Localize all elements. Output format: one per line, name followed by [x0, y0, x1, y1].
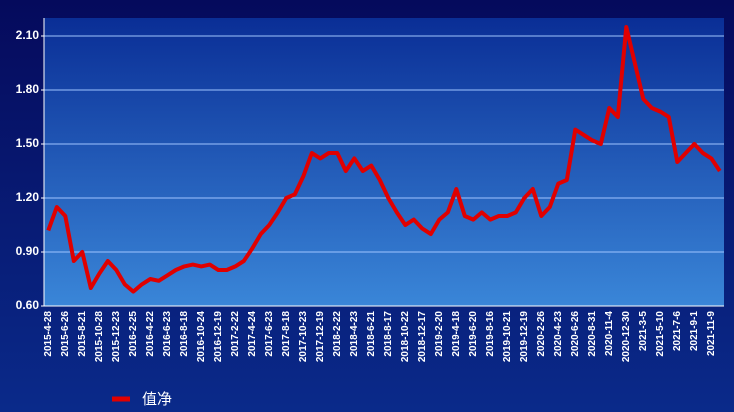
x-tick-label: 2018-2-22	[332, 311, 343, 357]
x-tick-label: 2015-8-21	[77, 311, 88, 357]
x-tick-label: 2018-4-23	[349, 311, 360, 357]
x-tick-label: 2019-6-20	[468, 311, 479, 357]
x-tick-label: 2021-11-9	[706, 311, 717, 356]
y-tick-label: 1.50	[16, 136, 40, 150]
x-tick-label: 2020-8-31	[587, 311, 598, 357]
x-tick-label: 2016-6-23	[162, 311, 173, 357]
x-tick-label: 2021-7-6	[672, 311, 683, 351]
x-tick-label: 2020-4-23	[553, 311, 564, 357]
x-tick-label: 2020-6-26	[570, 311, 581, 357]
x-tick-label: 2019-12-19	[519, 311, 530, 363]
x-tick-label: 2018-12-17	[417, 311, 428, 363]
x-tick-label: 2017-10-23	[298, 311, 309, 363]
x-tick-label: 2015-10-28	[94, 311, 105, 363]
x-tick-label: 2015-6-26	[60, 311, 71, 357]
x-tick-label: 2020-2-26	[536, 311, 547, 357]
x-tick-label: 2018-6-21	[366, 311, 377, 357]
x-tick-label: 2017-12-19	[315, 311, 326, 363]
x-tick-label: 2016-10-24	[196, 311, 207, 363]
x-tick-label: 2019-10-21	[502, 311, 513, 363]
x-tick-label: 2018-8-17	[383, 311, 394, 357]
x-tick-label: 2016-12-19	[213, 311, 224, 363]
x-tick-label: 2017-8-18	[281, 311, 292, 357]
y-tick-label: 1.20	[16, 190, 40, 204]
x-tick-label: 2021-5-10	[655, 311, 666, 357]
x-tick-label: 2020-12-30	[621, 311, 632, 363]
x-tick-label: 2016-4-22	[145, 311, 156, 357]
plot-area	[44, 18, 724, 306]
y-tick-label: 0.60	[16, 298, 40, 312]
legend-label: 值净	[142, 391, 172, 408]
y-tick-label: 2.10	[16, 28, 40, 42]
y-tick-label: 0.90	[16, 244, 40, 258]
x-tick-label: 2019-2-20	[434, 311, 445, 357]
x-tick-label: 2015-4-28	[43, 311, 54, 357]
y-tick-label: 1.80	[16, 82, 40, 96]
x-tick-label: 2015-12-23	[111, 311, 122, 363]
x-tick-label: 2017-4-24	[247, 311, 258, 357]
x-tick-label: 2021-3-5	[638, 311, 649, 351]
x-tick-label: 2018-10-22	[400, 311, 411, 363]
x-tick-label: 2017-2-22	[230, 311, 241, 357]
x-tick-label: 2016-8-18	[179, 311, 190, 357]
x-tick-label: 2019-8-16	[485, 311, 496, 357]
series-line	[46, 25, 722, 294]
x-tick-label: 2017-6-23	[264, 311, 275, 357]
x-tick-label: 2021-9-1	[689, 311, 700, 351]
x-tick-label: 2016-2-25	[128, 311, 139, 357]
x-tick-label: 2019-4-18	[451, 311, 462, 357]
x-tick-label: 2020-11-4	[604, 311, 615, 356]
